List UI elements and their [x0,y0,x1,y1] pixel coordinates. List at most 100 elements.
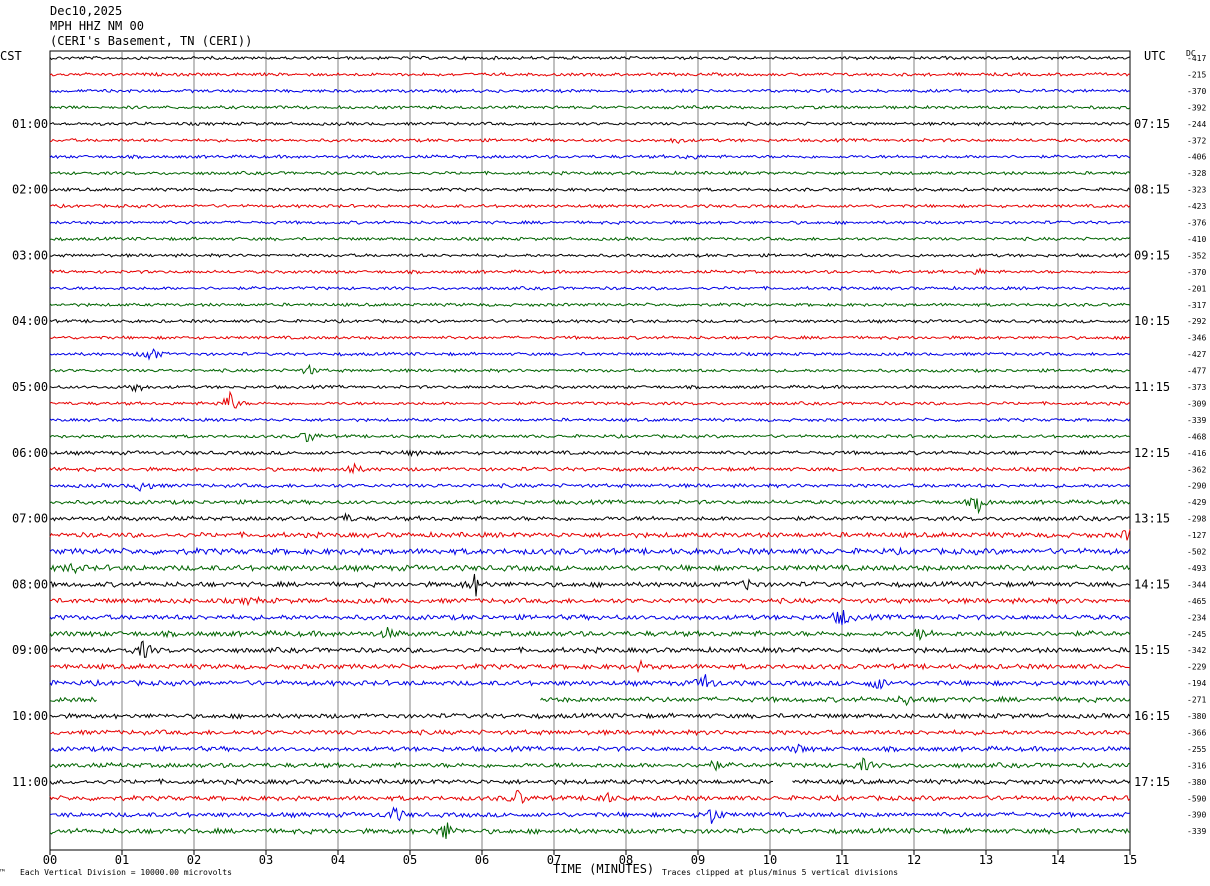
dc-offset-label: -298 [1187,515,1206,524]
x-axis-title: TIME (MINUTES) [553,862,655,876]
trace-row-2 [49,88,1131,94]
dc-offset-label: -245 [1187,630,1206,639]
x-tick-label: 11 [835,853,849,867]
dc-offset-label: -590 [1187,794,1206,803]
x-tick-label: 07 [547,853,561,867]
dc-offset-label: -493 [1187,564,1206,573]
utc-hour-label: 17:15 [1134,775,1170,789]
cst-hour-label: 08:00 [12,577,48,591]
dc-offset-label: -429 [1187,498,1206,507]
trace-row-21 [49,390,1131,409]
trace-row-41 [49,728,1131,737]
dc-offset-label: -244 [1187,120,1206,129]
dc-offset-label: -427 [1187,350,1206,359]
utc-hour-label: 12:15 [1134,446,1170,460]
trace-row-31 [49,562,1131,575]
dc-offset-label: -292 [1187,317,1206,326]
trace-row-11 [49,236,1131,242]
dc-offset-label: -352 [1187,251,1206,260]
scale-note: Each Vertical Division = 10000.00 microv… [20,868,232,877]
station-code: MPH HHZ NM 00 [50,19,144,33]
dc-offset-label: -370 [1187,87,1206,96]
x-tick-label: 10 [763,853,777,867]
dc-offset-label: -323 [1187,186,1206,195]
utc-hour-label: 16:15 [1134,709,1170,723]
left-timezone-label: CST [0,49,22,63]
x-tick-label: 12 [907,853,921,867]
utc-hour-label: 10:15 [1134,314,1170,328]
dc-offset-label: -468 [1187,432,1206,441]
recording-date: Dec10,2025 [50,4,123,18]
dc-offset-label: -390 [1187,811,1206,820]
trace-row-7 [49,170,1131,176]
dc-offset-label: -416 [1187,449,1206,458]
trace-row-6 [49,154,1131,160]
trace-row-38 [49,674,1131,690]
utc-hour-label: 09:15 [1134,248,1170,262]
cst-hour-label: 01:00 [12,117,48,131]
trace-row-40 [49,712,1131,720]
dc-offset-label: -392 [1187,103,1206,112]
utc-hour-label: 07:15 [1134,117,1170,131]
row-labels: 00 01 02 03 04 05 06 07 08 09 10 11 12 13 14 15 -417 -215… [12,54,1206,867]
dc-offset-header: DC [1186,49,1196,58]
trace-row-5 [49,137,1131,144]
cst-hour-label: 07:00 [12,512,48,526]
clip-note: Traces clipped at plus/minus 5 vertical … [662,868,899,877]
dc-offset-label: -271 [1187,696,1206,705]
x-tick-label: 03 [259,853,273,867]
trace-row-1 [49,71,1131,77]
cst-hour-label: 03:00 [12,248,48,262]
trace-row-24 [49,449,1131,458]
trace-row-8 [49,186,1131,193]
x-tick-label: 08 [619,853,633,867]
dc-offset-label: -339 [1187,416,1206,425]
x-tick-label: 00 [43,853,57,867]
cst-hour-label: 04:00 [12,314,48,328]
trace-row-35 [49,626,1131,642]
trace-row-12 [49,252,1131,259]
dc-offset-label: -290 [1187,482,1206,491]
trace-row-0 [49,55,1131,61]
x-tick-label: 05 [403,853,417,867]
dc-offset-label: -366 [1187,728,1206,737]
x-tick-label: 01 [115,853,129,867]
x-tick-label: 13 [979,853,993,867]
trace-row-32 [49,573,1131,597]
dc-offset-label: -194 [1187,679,1206,688]
trace-row-16 [49,318,1131,324]
utc-hour-label: 14:15 [1134,577,1170,591]
dc-offset-label: -370 [1187,268,1206,277]
right-timezone-label: UTC [1144,49,1166,63]
trace-row-43 [49,757,1131,772]
dc-offset-label: -502 [1187,548,1206,557]
dc-offset-label: -465 [1187,597,1206,606]
trace-row-10 [49,219,1131,226]
dc-offset-label: -380 [1187,778,1206,787]
cst-hour-label: 11:00 [12,775,48,789]
x-tick-label: 02 [187,853,201,867]
cst-hour-label: 05:00 [12,380,48,394]
trace-row-3 [49,104,1131,110]
trace-row-45 [49,789,1131,804]
dc-offset-label: -346 [1187,334,1206,343]
trace-row-37 [49,658,1131,674]
dc-offset-label: -309 [1187,399,1206,408]
trace-row-46 [49,806,1131,824]
dc-offset-label: -316 [1187,761,1206,770]
trace-row-44 [49,777,1131,786]
trace-row-23 [49,432,1131,443]
cst-hour-label: 02:00 [12,183,48,197]
corner-mark: ™ [0,868,5,877]
trace-row-25 [49,462,1131,475]
dc-offset-label: -406 [1187,153,1206,162]
dc-offset-label: -339 [1187,827,1206,836]
dc-offset-label: -328 [1187,169,1206,178]
dc-offset-label: -477 [1187,367,1206,376]
dc-offset-label: -362 [1187,465,1206,474]
dc-offset-label: -255 [1187,745,1206,754]
dc-offset-label: -417 [1187,54,1206,63]
trace-row-22 [49,417,1131,423]
dc-offset-label: -380 [1187,712,1206,721]
trace-row-17 [49,334,1130,341]
